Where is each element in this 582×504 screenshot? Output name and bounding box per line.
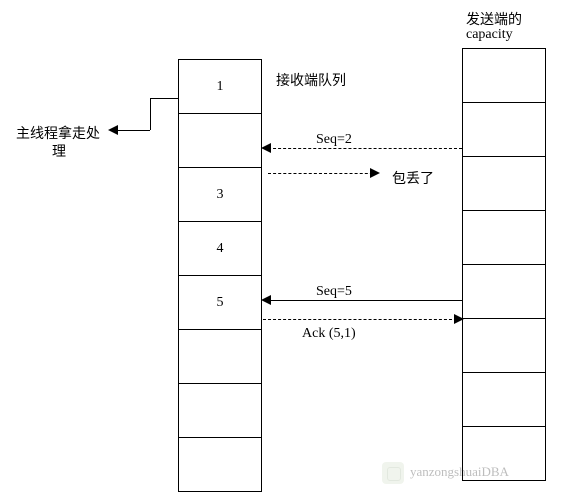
seq2-arrow	[263, 148, 462, 149]
sender-cell	[462, 264, 546, 319]
seq2-label: Seq=2	[316, 132, 352, 148]
receiver-title: 接收端队列	[276, 70, 346, 90]
seq5-arrow	[263, 300, 462, 301]
sender-title-line1: 发送端的	[466, 9, 522, 29]
ack-label: Ack (5,1)	[302, 326, 356, 342]
seq5-label: Seq=5	[316, 284, 352, 300]
receiver-cell: 1	[178, 59, 262, 114]
ack-arrow	[263, 319, 462, 320]
receiver-cell	[178, 383, 262, 438]
receiver-cell	[178, 437, 262, 492]
lost-label: 包丢了	[392, 168, 434, 188]
main-thread-line2: 理	[52, 141, 66, 161]
receiver-cell: 5	[178, 275, 262, 330]
wechat-icon	[382, 462, 404, 484]
sender-title-line2: capacity	[466, 27, 513, 43]
sender-cell	[462, 318, 546, 373]
receiver-cell: 4	[178, 221, 262, 276]
lost-arrow	[268, 173, 378, 174]
watermark: yanzongshuaiDBA	[382, 462, 509, 484]
main-thread-line1: 主线程拿走处	[16, 123, 100, 143]
sender-cell	[462, 210, 546, 265]
sender-cell	[462, 372, 546, 427]
receiver-cell: 3	[178, 167, 262, 222]
receiver-cell	[178, 329, 262, 384]
sender-cell	[462, 102, 546, 157]
receiver-cell	[178, 113, 262, 168]
sender-cell	[462, 156, 546, 211]
watermark-text: yanzongshuaiDBA	[410, 464, 509, 479]
sender-cell	[462, 48, 546, 103]
